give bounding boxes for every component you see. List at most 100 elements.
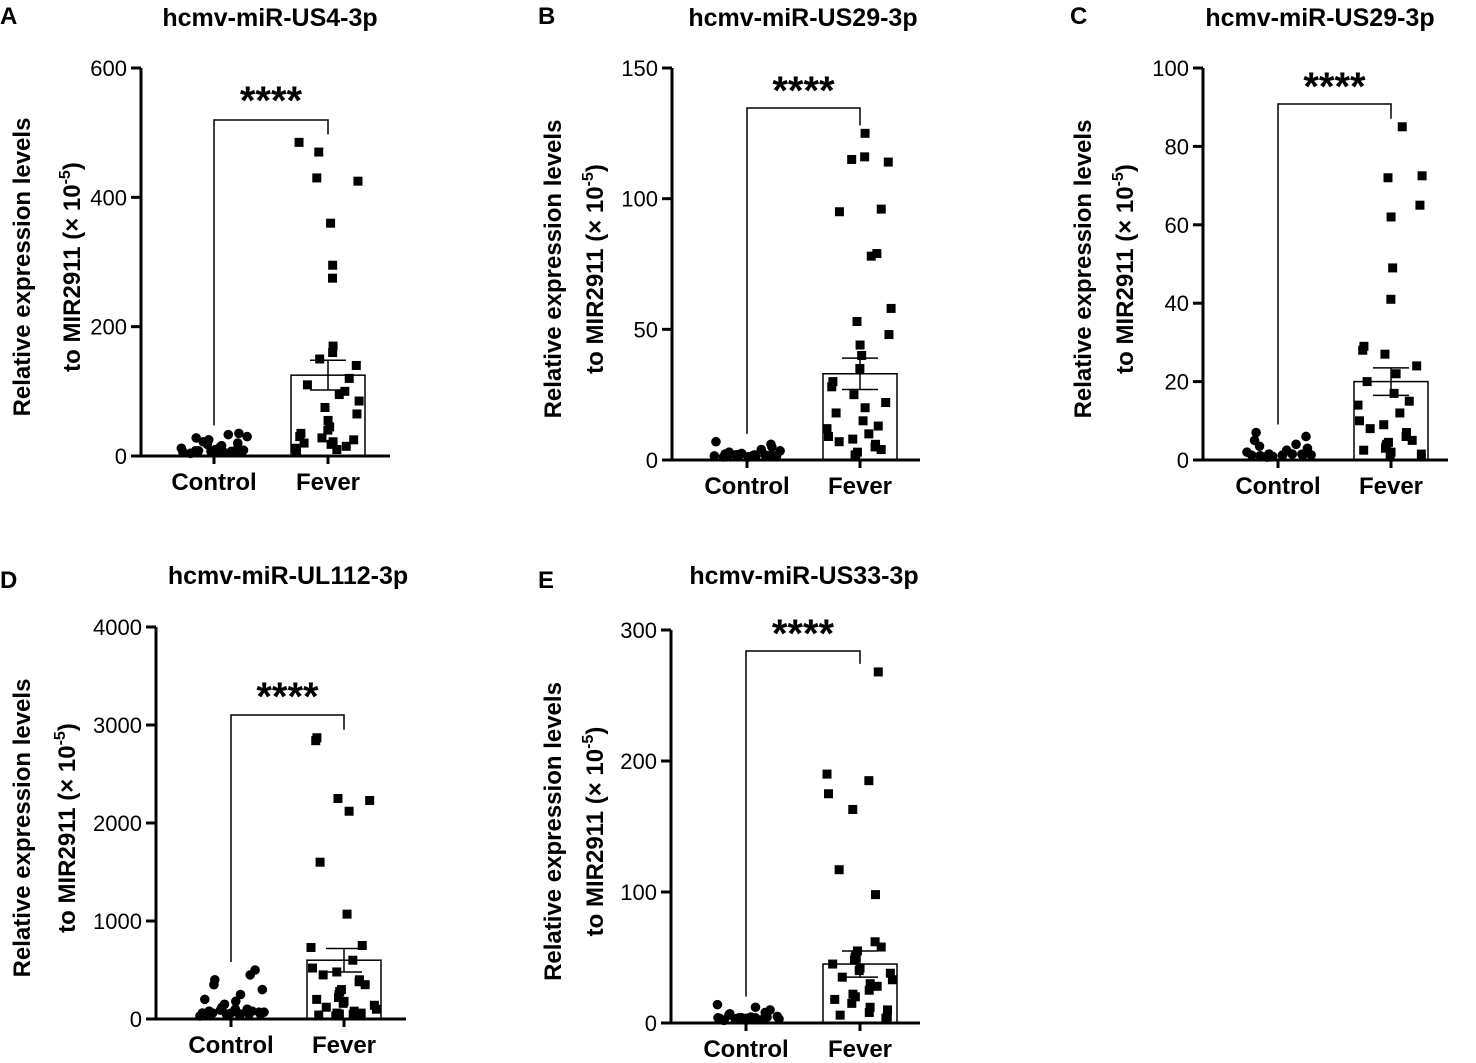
data-point-fever — [1391, 369, 1401, 379]
data-point-fever — [860, 152, 870, 162]
data-point-fever — [1383, 173, 1393, 183]
data-point-fever — [314, 1010, 324, 1020]
y-axis-label-exponent: -5 — [1110, 172, 1127, 186]
y-tick-label: 200 — [90, 315, 127, 340]
data-point-fever — [302, 380, 312, 390]
data-point-control — [750, 451, 761, 462]
y-axis-label-close: ) — [582, 727, 609, 735]
data-point-fever — [854, 966, 864, 976]
data-point-fever — [876, 942, 886, 952]
data-point-fever — [328, 260, 338, 270]
data-point-control — [1302, 443, 1313, 454]
data-point-control — [770, 451, 780, 461]
data-point-fever — [332, 967, 342, 977]
x-tick-label: Fever — [828, 473, 892, 500]
data-point-fever — [1359, 445, 1369, 455]
y-axis-label-exponent: -5 — [580, 735, 597, 749]
y-axis-label-line2: to MIR2911 (× 10-5) — [57, 162, 86, 372]
x-tick-label: Control — [188, 1032, 273, 1059]
x-tick-label: Control — [171, 469, 256, 496]
data-point-fever — [866, 251, 876, 261]
chart-title: hcmv-miR-US33-3p — [689, 562, 918, 590]
data-point-fever — [312, 994, 322, 1004]
data-point-fever — [321, 1002, 331, 1012]
data-point-fever — [294, 137, 304, 147]
data-point-fever — [1358, 345, 1368, 355]
data-point-fever — [338, 998, 348, 1008]
data-point-fever — [1395, 408, 1405, 418]
data-point-fever — [835, 1010, 845, 1020]
data-point-control — [227, 447, 237, 458]
panel-label: C — [1070, 3, 1087, 30]
y-axis-label-close: ) — [582, 164, 609, 172]
data-point-fever — [824, 789, 834, 799]
data-point-fever — [354, 977, 364, 987]
data-point-control — [774, 1014, 784, 1024]
y-axis-label-close: ) — [59, 162, 86, 170]
y-axis-label-exponent: -5 — [52, 731, 69, 745]
y-tick-label: 1000 — [93, 909, 142, 934]
data-point-fever — [348, 955, 358, 965]
data-point-fever — [864, 429, 874, 439]
data-point-control — [1291, 439, 1301, 450]
y-axis-label-exponent: -5 — [580, 172, 597, 186]
y-axis-label-close: ) — [54, 723, 81, 731]
data-point-fever — [860, 128, 870, 138]
data-point-fever — [349, 435, 359, 445]
significance-stars: **** — [256, 675, 319, 719]
data-point-fever — [1417, 171, 1427, 181]
data-point-control — [221, 1009, 232, 1019]
data-point-fever — [857, 350, 867, 360]
data-point-control — [1255, 450, 1265, 461]
y-tick-label: 100 — [1152, 56, 1189, 81]
data-point-fever — [870, 937, 880, 947]
data-point-fever — [883, 157, 893, 167]
data-point-fever — [1415, 200, 1425, 210]
data-point-control — [178, 447, 188, 457]
significance-stars: **** — [240, 79, 303, 123]
y-tick-label: 300 — [620, 618, 657, 643]
data-point-fever — [824, 431, 834, 441]
data-point-fever — [872, 249, 882, 259]
data-point-control — [736, 1012, 747, 1023]
data-point-control — [185, 448, 196, 459]
y-axis-label-line1: Relative expression levels — [540, 120, 567, 419]
data-point-fever — [850, 955, 860, 965]
data-point-fever — [870, 442, 880, 452]
y-tick-label: 2000 — [93, 811, 142, 836]
data-point-fever — [315, 857, 325, 867]
y-axis-label-line2: to MIR2911 (× 10-5) — [52, 723, 81, 933]
data-point-fever — [864, 985, 874, 995]
data-point-fever — [344, 373, 354, 383]
data-point-fever — [850, 992, 860, 1002]
data-point-fever — [340, 386, 350, 396]
data-point-control — [1301, 431, 1311, 442]
y-axis-label-line1: Relative expression levels — [9, 679, 36, 978]
data-point-fever — [323, 415, 333, 425]
data-point-fever — [315, 354, 325, 364]
data-point-fever — [834, 865, 844, 875]
x-tick-label: Control — [704, 473, 789, 500]
data-point-fever — [876, 204, 886, 214]
data-point-control — [1266, 452, 1277, 462]
y-axis-label-text: to MIR2911 (× 10 — [582, 749, 609, 936]
data-point-control — [1246, 450, 1257, 461]
data-point-fever — [333, 794, 343, 803]
data-point-fever — [1380, 349, 1390, 359]
data-point-fever — [822, 424, 832, 434]
data-point-control — [210, 975, 220, 985]
y-axis-label-text: to MIR2911 (× 10 — [1112, 186, 1139, 373]
data-point-fever — [352, 409, 362, 419]
data-point-fever — [852, 316, 862, 326]
y-tick-label: 150 — [621, 56, 658, 81]
y-tick-label: 0 — [130, 1007, 142, 1032]
data-point-fever — [884, 330, 894, 340]
data-point-fever — [865, 979, 875, 989]
data-point-fever — [848, 804, 858, 814]
chart-title: hcmv-miR-US4-3p — [162, 4, 377, 32]
data-point-control — [1249, 435, 1260, 446]
data-point-fever — [885, 968, 895, 978]
y-tick-label: 100 — [620, 880, 657, 905]
chart-title: hcmv-miR-UL112-3p — [168, 562, 408, 590]
